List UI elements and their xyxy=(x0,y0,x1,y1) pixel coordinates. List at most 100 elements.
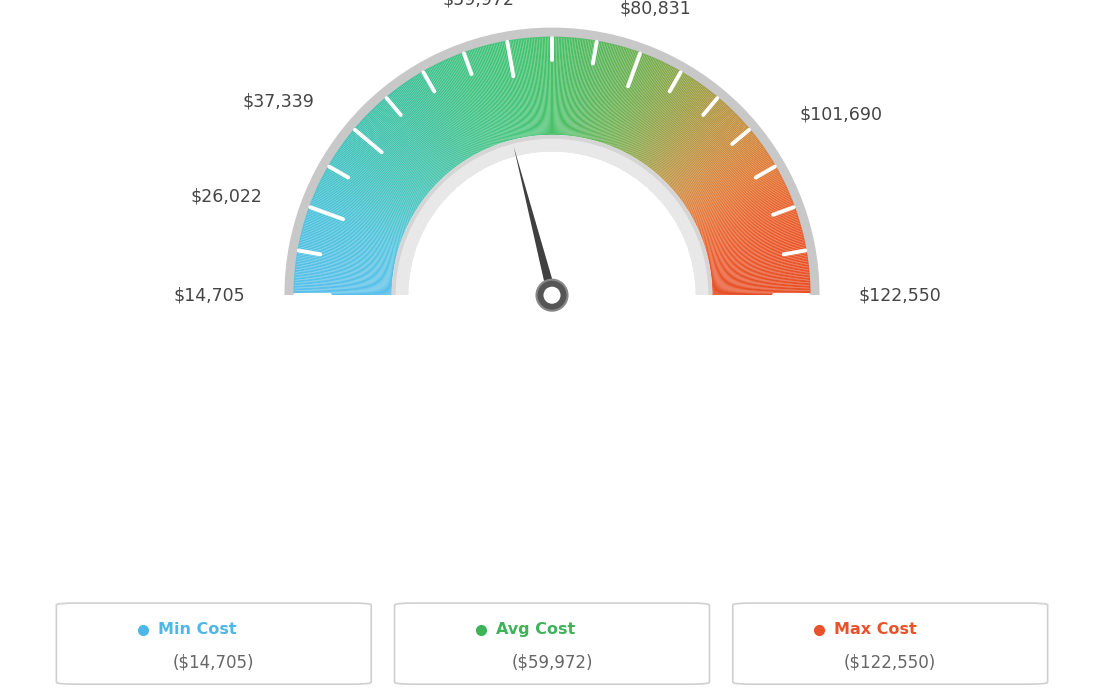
Wedge shape xyxy=(343,142,423,201)
Wedge shape xyxy=(712,273,809,282)
Wedge shape xyxy=(294,277,392,285)
Wedge shape xyxy=(404,82,461,164)
Text: $26,022: $26,022 xyxy=(190,187,262,205)
Wedge shape xyxy=(347,137,425,198)
Wedge shape xyxy=(694,178,783,224)
Wedge shape xyxy=(342,144,423,201)
Wedge shape xyxy=(669,118,742,186)
Wedge shape xyxy=(562,37,570,135)
Wedge shape xyxy=(466,51,500,144)
Wedge shape xyxy=(712,271,809,281)
Circle shape xyxy=(537,279,567,311)
Wedge shape xyxy=(635,75,688,159)
Text: $122,550: $122,550 xyxy=(859,286,941,304)
Wedge shape xyxy=(710,252,807,269)
Wedge shape xyxy=(332,157,416,210)
Wedge shape xyxy=(647,87,707,167)
Wedge shape xyxy=(296,257,393,272)
Wedge shape xyxy=(649,90,711,168)
Wedge shape xyxy=(593,45,619,141)
Wedge shape xyxy=(709,240,805,262)
Wedge shape xyxy=(359,122,433,188)
Wedge shape xyxy=(702,203,794,239)
Wedge shape xyxy=(486,45,512,140)
Wedge shape xyxy=(673,127,750,191)
Wedge shape xyxy=(367,114,438,184)
Wedge shape xyxy=(623,63,668,152)
Wedge shape xyxy=(499,42,520,138)
Wedge shape xyxy=(711,264,809,277)
Wedge shape xyxy=(614,57,654,148)
Wedge shape xyxy=(320,179,408,224)
Wedge shape xyxy=(323,173,411,221)
Wedge shape xyxy=(622,63,667,152)
Wedge shape xyxy=(682,144,763,203)
Wedge shape xyxy=(408,152,696,295)
Wedge shape xyxy=(617,59,659,149)
Wedge shape xyxy=(604,51,638,144)
Wedge shape xyxy=(351,132,428,195)
Wedge shape xyxy=(376,104,444,177)
Wedge shape xyxy=(709,237,805,260)
Wedge shape xyxy=(658,101,724,176)
Wedge shape xyxy=(309,206,402,241)
Wedge shape xyxy=(680,141,761,200)
Wedge shape xyxy=(425,70,474,156)
Wedge shape xyxy=(482,46,510,141)
Wedge shape xyxy=(340,146,421,204)
Wedge shape xyxy=(668,117,741,186)
Wedge shape xyxy=(337,151,418,207)
Wedge shape xyxy=(704,215,798,246)
Wedge shape xyxy=(700,194,790,233)
Wedge shape xyxy=(489,44,514,139)
Text: $80,831: $80,831 xyxy=(619,0,691,18)
Wedge shape xyxy=(395,89,455,168)
Wedge shape xyxy=(312,195,404,235)
Wedge shape xyxy=(400,85,458,166)
Wedge shape xyxy=(567,38,578,136)
Wedge shape xyxy=(708,235,804,259)
Wedge shape xyxy=(677,133,754,195)
Wedge shape xyxy=(317,186,406,229)
Wedge shape xyxy=(712,292,810,294)
Wedge shape xyxy=(295,271,392,281)
Wedge shape xyxy=(541,37,546,135)
Wedge shape xyxy=(565,37,575,135)
Wedge shape xyxy=(300,235,396,259)
Wedge shape xyxy=(332,158,416,211)
Wedge shape xyxy=(671,122,745,188)
Wedge shape xyxy=(389,94,452,171)
Wedge shape xyxy=(705,219,799,248)
Wedge shape xyxy=(705,221,800,250)
Wedge shape xyxy=(322,175,410,221)
Wedge shape xyxy=(711,266,809,278)
Wedge shape xyxy=(305,217,400,248)
Wedge shape xyxy=(473,49,503,143)
Wedge shape xyxy=(700,195,792,235)
Wedge shape xyxy=(619,61,662,150)
Text: ($59,972): ($59,972) xyxy=(511,654,593,672)
Wedge shape xyxy=(412,77,466,160)
Wedge shape xyxy=(700,197,792,235)
Wedge shape xyxy=(485,45,511,141)
Wedge shape xyxy=(639,78,693,161)
Wedge shape xyxy=(707,226,802,253)
Wedge shape xyxy=(560,37,566,135)
Wedge shape xyxy=(299,237,395,260)
Wedge shape xyxy=(684,148,766,205)
Wedge shape xyxy=(442,61,485,150)
Wedge shape xyxy=(531,37,540,135)
Wedge shape xyxy=(528,38,538,136)
Wedge shape xyxy=(675,128,751,193)
Wedge shape xyxy=(651,93,714,170)
Wedge shape xyxy=(582,41,602,138)
Wedge shape xyxy=(306,214,400,246)
Text: $59,972: $59,972 xyxy=(442,0,514,8)
Wedge shape xyxy=(671,123,746,189)
Wedge shape xyxy=(548,37,550,135)
Wedge shape xyxy=(607,52,643,145)
Wedge shape xyxy=(295,273,392,282)
Wedge shape xyxy=(338,148,420,205)
Wedge shape xyxy=(381,100,447,175)
Wedge shape xyxy=(368,112,438,183)
